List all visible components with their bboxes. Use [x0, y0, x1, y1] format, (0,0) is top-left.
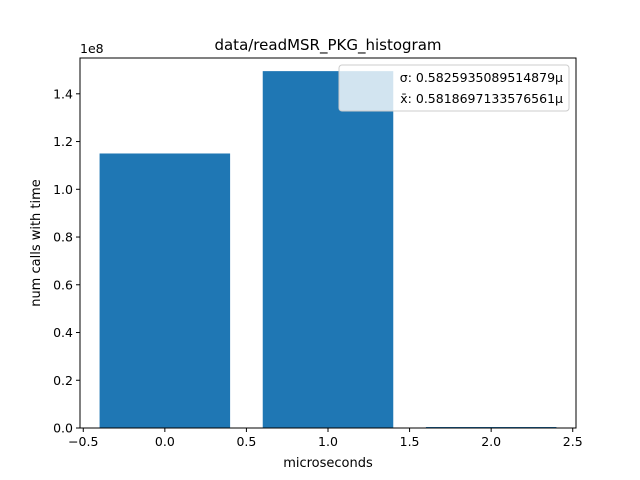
x-axis-ticks: −0.5 0.0 0.5 1.0 1.5 2.0 2.5	[68, 428, 583, 449]
legend-mean: x̄: 0.5818697133576561μ	[400, 91, 563, 106]
y-scale-label: 1e8	[80, 41, 104, 56]
chart-title: data/readMSR_PKG_histogram	[214, 36, 441, 55]
y-tick-label: 0.8	[53, 230, 73, 245]
x-tick-label: −0.5	[68, 434, 98, 449]
x-tick-label: 0.0	[155, 434, 175, 449]
bar-1	[262, 71, 394, 429]
legend-sigma: σ: 0.5825935089514879μ	[400, 70, 563, 85]
x-tick-label: 1.5	[400, 434, 420, 449]
y-tick-label: 1.0	[53, 182, 73, 197]
y-tick-label: 1.4	[53, 86, 73, 101]
legend-box	[338, 64, 570, 112]
x-tick-label: 2.0	[481, 434, 501, 449]
y-axis-ticks: 0.0 0.2 0.4 0.6 0.8 1.0 1.2 1.4	[53, 86, 80, 436]
y-tick-label: 0.4	[53, 325, 73, 340]
bar-0	[99, 153, 231, 428]
legend: σ: 0.5825935089514879μ x̄: 0.58186971335…	[338, 64, 570, 112]
y-tick-label: 0.6	[53, 277, 73, 292]
y-axis-label: num calls with time	[29, 179, 44, 307]
y-tick-label: 1.2	[53, 134, 73, 149]
x-tick-label: 2.5	[563, 434, 583, 449]
y-tick-label: 0.0	[53, 421, 73, 436]
y-tick-label: 0.2	[53, 373, 73, 388]
bars-group	[99, 71, 557, 429]
x-tick-label: 1.0	[318, 434, 338, 449]
x-tick-label: 0.5	[236, 434, 256, 449]
x-axis-label: microseconds	[283, 456, 373, 471]
